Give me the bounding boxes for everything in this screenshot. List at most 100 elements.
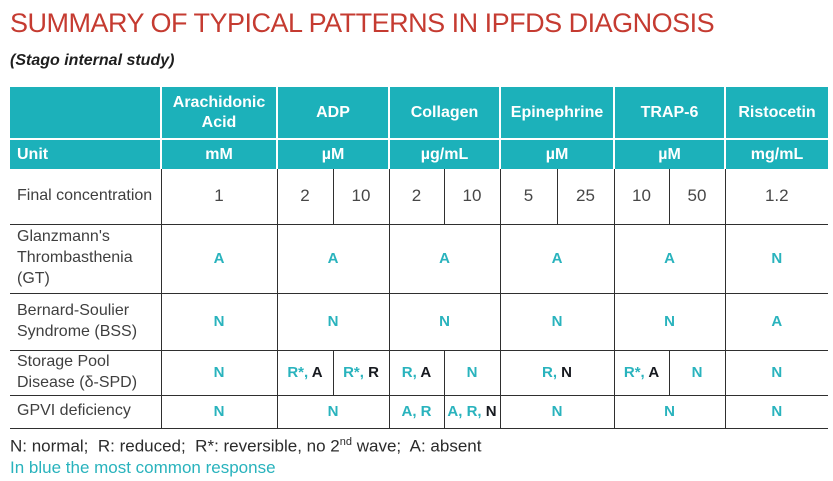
data-cell: N	[443, 350, 500, 395]
row-label: Glanzmann's Thrombasthenia (GT)	[17, 228, 133, 287]
cell-value: N	[691, 363, 703, 381]
data-cell: A	[388, 224, 500, 293]
cell-value: 10	[351, 186, 371, 206]
unit-cell: mM	[161, 139, 278, 169]
cell-value: N	[771, 402, 783, 420]
cell-value: A	[551, 249, 563, 267]
data-cell: N	[276, 293, 389, 350]
cell-value: 2	[411, 186, 422, 206]
data-cell: A	[499, 224, 615, 293]
data-cell: 2	[388, 169, 444, 224]
legend-line: N: normal; R: reduced; R*: reversible, n…	[10, 436, 833, 457]
data-cell: 10	[332, 169, 389, 224]
legend-text: nd	[339, 435, 352, 448]
data-cell: N	[724, 395, 829, 428]
row-label: Final concentration	[17, 186, 153, 204]
cell-value: N	[551, 402, 563, 420]
row-label: Bernard-Soulier Syndrome (BSS)	[17, 301, 138, 340]
cell-value: R,	[401, 363, 421, 381]
cell-value: 10	[462, 186, 482, 206]
cell-value: A, R	[401, 402, 432, 420]
cell-value: A	[771, 312, 783, 330]
cell-value: 2	[300, 186, 310, 206]
data-cell: 2	[276, 169, 333, 224]
cell-value: 25	[576, 186, 595, 206]
unit-cell: µM	[500, 139, 616, 169]
cell-value: N	[327, 312, 339, 330]
data-cell: 10	[443, 169, 500, 224]
data-cell: 25	[556, 169, 615, 224]
cell-value: R*,	[287, 363, 312, 381]
data-cell: A	[613, 224, 726, 293]
cell-value: A, R,	[447, 402, 486, 420]
agonist-header-cell: Ristocetin	[725, 87, 829, 140]
unit-row-label: Unit	[10, 139, 162, 169]
row-label: Storage Pool Disease (δ-SPD)	[17, 352, 138, 391]
data-cell: A, R	[388, 395, 444, 428]
data-cell: A	[276, 224, 389, 293]
cell-value: N	[771, 363, 783, 381]
cell-value: N	[561, 363, 573, 381]
unit-cell: µM	[614, 139, 727, 169]
data-cell: R, N	[499, 350, 615, 395]
data-cell: N	[613, 293, 726, 350]
cell-value: A	[420, 363, 432, 381]
agonist-header-cell: Arachidonic Acid	[161, 87, 278, 140]
data-cell: N	[388, 293, 500, 350]
row-label: GPVI deficiency	[17, 402, 131, 420]
data-cell: N	[724, 350, 829, 395]
cell-value: R,	[542, 363, 562, 381]
cell-value: R*,	[343, 363, 369, 381]
data-cell: N	[724, 224, 829, 293]
page-subtitle: (Stago internal study)	[10, 52, 175, 69]
page-title: SUMMARY OF TYPICAL PATTERNS IN IPFDS DIA…	[10, 8, 715, 38]
data-cell: N	[160, 395, 277, 428]
cell-value: N	[327, 402, 339, 420]
data-cell: N	[613, 395, 726, 428]
data-cell: 5	[499, 169, 557, 224]
data-cell: A, R, N	[443, 395, 500, 428]
cell-value: N	[664, 312, 675, 330]
cell-value: 50	[687, 186, 707, 206]
data-cell: R*, A	[276, 350, 333, 395]
data-cell: 50	[668, 169, 726, 224]
data-cell: N	[276, 395, 389, 428]
table-header: Arachidonic Acid ADP Collagen Epinephrine TR…	[10, 87, 829, 169]
data-cell: R*, A	[613, 350, 670, 395]
cell-value: N	[771, 249, 783, 267]
data-cell: N	[160, 293, 277, 350]
cell-value: N	[213, 402, 225, 420]
cell-value: A	[327, 249, 339, 267]
agonist-header-cell: Collagen	[389, 87, 501, 140]
table-row: Glanzmann's Thrombasthenia (GT) A A A A A N	[10, 224, 829, 293]
table-row: Final concentration 1 2 10 2 10 5 25 10 50 1.2	[10, 169, 829, 224]
cell-value: 1.2	[764, 186, 789, 206]
cell-value: A	[213, 249, 225, 267]
cell-value: A	[648, 363, 660, 381]
table-row: Bernard-Soulier Syndrome (BSS) N N N N N A	[10, 293, 829, 350]
data-cell: N	[499, 293, 615, 350]
data-cell: 1.2	[724, 169, 829, 224]
cell-value: R	[368, 363, 379, 381]
cell-value: N	[213, 363, 225, 381]
legend-text: N: normal; R: reduced; R*: reversible, n…	[10, 436, 340, 456]
legend-blue-note: In blue the most common response	[10, 457, 276, 477]
data-cell: A	[724, 293, 829, 350]
cell-value: 5	[523, 186, 534, 206]
cell-value: A	[439, 249, 450, 267]
data-cell: N	[499, 395, 615, 428]
cell-value: A	[664, 249, 675, 267]
legend-text: wave; A: absent	[352, 436, 482, 456]
unit-cell: µM	[277, 139, 390, 169]
data-cell: R*, R	[332, 350, 389, 395]
cell-value: N	[439, 312, 450, 330]
cell-value: A	[311, 363, 323, 381]
cell-value: N	[213, 312, 225, 330]
cell-value: N	[485, 402, 497, 420]
cell-value: 10	[632, 186, 651, 206]
data-cell: R, A	[388, 350, 444, 395]
cell-value: 1	[214, 186, 224, 206]
